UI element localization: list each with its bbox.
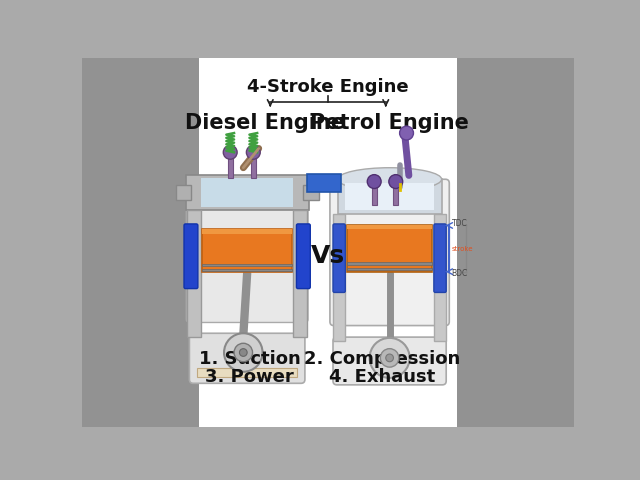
Bar: [228, 154, 232, 179]
Bar: [198, 58, 458, 427]
Text: Petrol Engine: Petrol Engine: [310, 113, 469, 133]
Circle shape: [224, 333, 262, 372]
Circle shape: [246, 145, 260, 159]
Bar: [347, 226, 433, 272]
Bar: [201, 179, 293, 207]
FancyBboxPatch shape: [434, 224, 446, 292]
Circle shape: [234, 343, 253, 362]
Bar: [394, 183, 398, 204]
Bar: [347, 268, 433, 270]
Bar: [434, 214, 446, 341]
Bar: [187, 210, 201, 337]
Bar: [458, 58, 575, 427]
Text: 4-Stroke Engine: 4-Stroke Engine: [247, 78, 409, 96]
Text: 1. Suction: 1. Suction: [198, 350, 300, 369]
Circle shape: [386, 354, 394, 362]
Bar: [307, 174, 342, 192]
Text: Vs: Vs: [311, 244, 345, 268]
Circle shape: [389, 175, 403, 189]
Bar: [197, 368, 297, 377]
FancyBboxPatch shape: [296, 224, 310, 288]
Circle shape: [223, 145, 237, 159]
Text: Diesel Engine: Diesel Engine: [185, 113, 345, 133]
Bar: [293, 210, 307, 337]
Bar: [346, 183, 434, 210]
Text: 2. Compression: 2. Compression: [304, 350, 460, 369]
Circle shape: [239, 348, 247, 356]
Text: 3. Power: 3. Power: [205, 368, 294, 386]
Bar: [338, 179, 442, 214]
Bar: [303, 185, 319, 200]
Ellipse shape: [338, 168, 442, 191]
Text: 4. Exhaust: 4. Exhaust: [329, 368, 435, 386]
FancyBboxPatch shape: [189, 333, 305, 384]
Bar: [347, 226, 433, 229]
FancyBboxPatch shape: [333, 337, 446, 385]
Bar: [186, 175, 308, 210]
FancyBboxPatch shape: [186, 176, 308, 323]
Bar: [333, 214, 346, 341]
Bar: [82, 58, 198, 427]
Text: TDC: TDC: [452, 219, 467, 228]
Bar: [175, 185, 191, 200]
Bar: [202, 229, 292, 272]
Circle shape: [367, 175, 381, 189]
FancyBboxPatch shape: [184, 224, 198, 288]
FancyBboxPatch shape: [333, 224, 346, 292]
FancyBboxPatch shape: [330, 179, 449, 325]
Circle shape: [369, 338, 410, 378]
Circle shape: [380, 348, 399, 367]
Text: BDC: BDC: [452, 269, 468, 278]
Bar: [347, 263, 433, 265]
Bar: [251, 154, 255, 179]
Text: stroke: stroke: [452, 246, 473, 252]
Circle shape: [399, 126, 413, 140]
Bar: [202, 269, 292, 271]
Bar: [202, 264, 292, 266]
Bar: [202, 229, 292, 234]
Bar: [372, 183, 376, 204]
